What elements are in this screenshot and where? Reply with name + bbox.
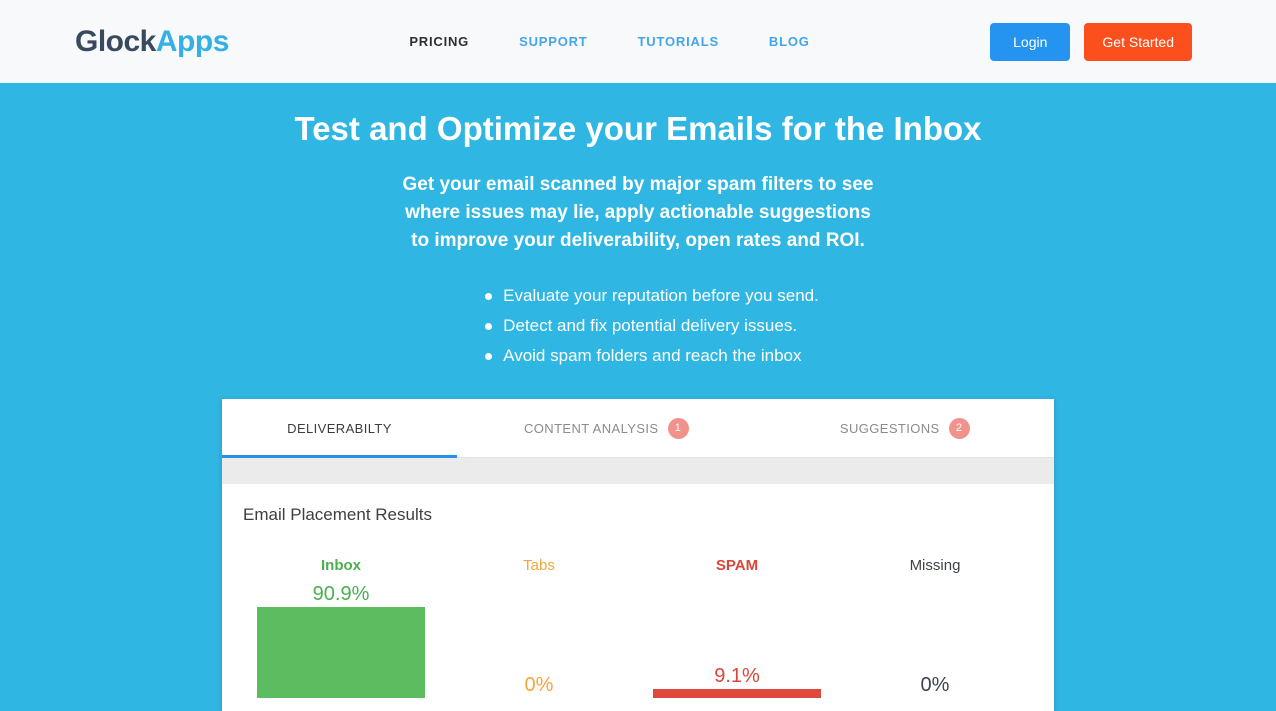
placement-bar-spam (652, 689, 822, 698)
brand-logo[interactable]: GlockApps (75, 25, 229, 59)
placement-label-spam: SPAM (715, 557, 759, 574)
placement-value-tabs: 0% (524, 674, 554, 696)
hero-subtitle: Get your email scanned by major spam fil… (402, 174, 874, 251)
tab-deliverability-label: DELIVERABILTY (287, 420, 392, 436)
hero-section: Test and Optimize your Emails for the In… (0, 83, 1276, 711)
placement-results-title: Email Placement Results (243, 505, 432, 524)
hero-bullet-3: Avoid spam folders and reach the inbox (485, 341, 819, 371)
placement-value-missing: 0% (920, 674, 950, 696)
placement-label-inbox: Inbox (321, 557, 361, 574)
tab-deliverability[interactable]: DELIVERABILTY (222, 399, 457, 457)
brand-logo-part1: Glock (75, 24, 156, 58)
tab-suggestions-label: SUGGESTIONS (839, 420, 940, 436)
tab-suggestions[interactable]: SUGGESTIONS 2 (756, 399, 1055, 457)
login-button[interactable]: Login (990, 22, 1071, 61)
placement-column-inbox: Inbox 90.9% (242, 557, 440, 698)
tab-suggestions-count-badge: 2 (948, 417, 970, 439)
tabbar-divider-strip (222, 458, 1054, 484)
hero-bullet-1: Evaluate your reputation before you send… (485, 281, 819, 311)
hero-title: Test and Optimize your Emails for the In… (294, 110, 982, 147)
nav-link-blog[interactable]: BLOG (768, 34, 810, 49)
nav-link-support[interactable]: SUPPORT (519, 34, 588, 49)
placement-bar-area-missing: 0% (836, 575, 1034, 698)
deliverability-report-card: DELIVERABILTY CONTENT ANALYSIS 1 SUGGESTION… (222, 399, 1054, 711)
placement-results-chart: Inbox 90.9% Tabs 0% SPAM 9.1% Missing 0% (242, 557, 1034, 698)
tab-content-analysis-label: CONTENT ANALYSIS (523, 420, 659, 436)
nav-link-tutorials[interactable]: TUTORIALS (637, 34, 719, 49)
placement-value-spam: 9.1% (714, 665, 760, 687)
placement-bar-area-tabs: 0% (440, 575, 638, 698)
get-started-button[interactable]: Get Started (1084, 22, 1192, 61)
main-nav: PRICING SUPPORT TUTORIALS BLOG (229, 34, 990, 49)
header-actions: Login Get Started (990, 22, 1192, 61)
placement-bar-area-inbox: 90.9% (242, 575, 440, 698)
tab-content-analysis[interactable]: CONTENT ANALYSIS 1 (457, 399, 756, 457)
placement-bar-inbox (256, 607, 426, 698)
placement-value-inbox: 90.9% (312, 583, 370, 605)
placement-column-spam: SPAM 9.1% (638, 557, 836, 698)
report-card-body: Email Placement Results Inbox 90.9% Tabs 0%… (222, 505, 1054, 698)
report-tab-bar: DELIVERABILTY CONTENT ANALYSIS 1 SUGGESTION… (222, 399, 1054, 458)
placement-bar-area-spam: 9.1% (638, 575, 836, 698)
nav-link-pricing[interactable]: PRICING (409, 34, 470, 49)
placement-label-missing: Missing (909, 557, 961, 574)
placement-label-tabs: Tabs (523, 557, 555, 574)
active-tab-underline (222, 455, 457, 458)
tab-content-analysis-count-badge: 1 (667, 417, 689, 439)
placement-column-tabs: Tabs 0% (440, 557, 638, 698)
top-navbar: GlockApps PRICING SUPPORT TUTORIALS BLOG Lo… (0, 0, 1276, 83)
hero-bullet-2: Detect and fix potential delivery issues… (485, 311, 819, 341)
brand-logo-part2: Apps (155, 24, 230, 58)
hero-bullet-list: Evaluate your reputation before you send… (485, 281, 819, 371)
placement-column-missing: Missing 0% (836, 557, 1034, 698)
